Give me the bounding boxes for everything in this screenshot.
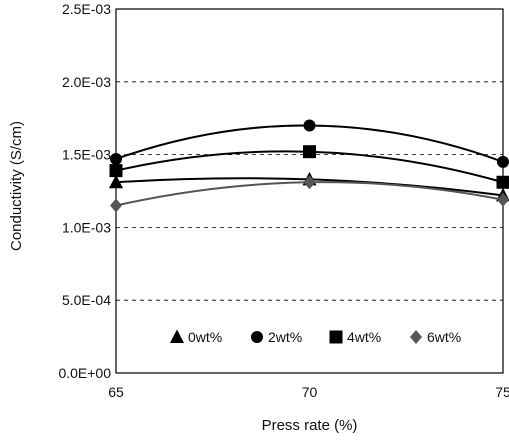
x-tick-label: 70 xyxy=(302,384,318,400)
legend-item: 0wt% xyxy=(170,329,222,345)
data-point xyxy=(497,192,509,207)
x-axis-tick-labels: 65 70 75 xyxy=(108,384,509,400)
legend-marker xyxy=(329,330,343,344)
legend-marker xyxy=(251,331,263,343)
data-point xyxy=(109,174,123,189)
y-tick-label: 5.0E-04 xyxy=(62,292,111,308)
y-axis-label: Conductivity (S/cm) xyxy=(8,121,25,251)
y-tick-label: 1.5E-03 xyxy=(62,147,111,163)
y-tick-label: 2.5E-03 xyxy=(62,1,111,17)
series-layer xyxy=(109,119,509,213)
y-tick-label: 2.0E-03 xyxy=(62,74,111,90)
legend-marker xyxy=(410,330,422,344)
x-tick-label: 75 xyxy=(495,384,509,400)
y-axis-tick-labels: 0.0E+00 5.0E-04 1.0E-03 1.5E-03 2.0E-03 2.5E-… xyxy=(58,1,111,381)
data-point xyxy=(110,152,122,165)
y-tick-label: 0.0E+00 xyxy=(58,365,111,381)
legend-label: 0wt% xyxy=(188,329,222,345)
data-point xyxy=(496,175,509,189)
data-point xyxy=(303,145,316,159)
series-4wtpct xyxy=(109,145,509,189)
series-2wtpct xyxy=(110,119,509,168)
legend-label: 2wt% xyxy=(268,329,302,345)
data-point xyxy=(303,175,316,190)
data-point xyxy=(110,198,122,213)
data-point xyxy=(497,155,509,168)
legend-label: 6wt% xyxy=(427,329,461,345)
legend-label: 4wt% xyxy=(347,329,381,345)
data-point xyxy=(303,119,316,132)
legend: 0wt% 2wt% 4wt% 6wt% xyxy=(170,329,461,345)
legend-item: 2wt% xyxy=(251,329,302,345)
legend-item: 6wt% xyxy=(410,329,461,345)
data-point xyxy=(109,164,123,178)
x-axis-label: Press rate (%) xyxy=(262,417,358,434)
legend-marker xyxy=(170,329,184,343)
legend-item: 4wt% xyxy=(329,329,381,345)
y-tick-label: 1.0E-03 xyxy=(62,219,111,235)
x-tick-label: 65 xyxy=(108,384,124,400)
series-6wtpct xyxy=(110,175,509,213)
